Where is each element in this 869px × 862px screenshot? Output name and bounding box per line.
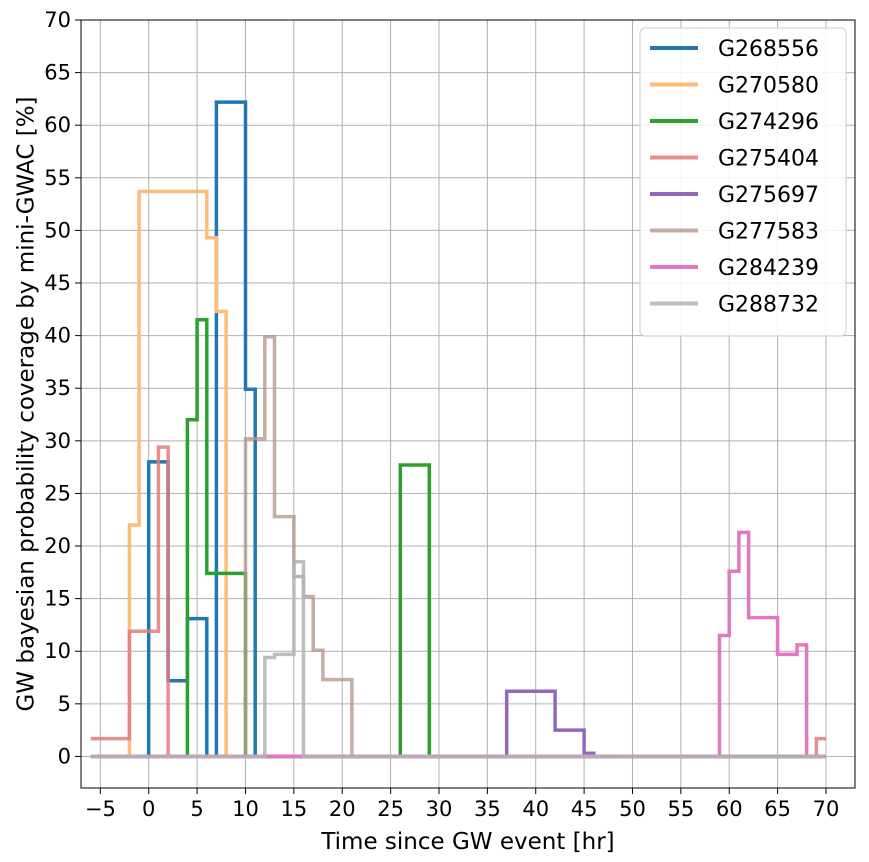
y-tick-label: 55 xyxy=(44,166,71,190)
series-line-g275404 xyxy=(90,445,826,759)
y-tick-label: 35 xyxy=(44,376,71,400)
y-tick-label: 30 xyxy=(44,429,71,453)
legend-label: G274296 xyxy=(718,110,819,135)
legend-label: G277583 xyxy=(718,220,819,245)
x-tick-label: 5 xyxy=(190,797,203,821)
x-tick-label: 60 xyxy=(716,797,743,821)
legend-label: G270580 xyxy=(718,74,819,99)
x-tick-label: 10 xyxy=(232,797,259,821)
y-tick-label: 70 xyxy=(44,8,71,32)
series-line-g274296 xyxy=(90,318,826,759)
y-tick-label: 0 xyxy=(58,744,71,768)
x-tick-label: 65 xyxy=(764,797,791,821)
plot-frame xyxy=(80,19,856,789)
y-tick-label: 5 xyxy=(58,692,71,716)
x-tick-label: −5 xyxy=(85,797,116,821)
legend-label: G268556 xyxy=(718,37,819,62)
y-tick-label: 60 xyxy=(44,113,71,137)
legend-box xyxy=(639,27,847,337)
y-tick-label: 10 xyxy=(44,639,71,663)
y-tick-label: 65 xyxy=(44,61,71,85)
x-tick-label: 70 xyxy=(813,797,840,821)
x-tick-label: 35 xyxy=(474,797,501,821)
y-tick-label: 50 xyxy=(44,218,71,242)
x-tick-label: 50 xyxy=(619,797,646,821)
x-tick-label: 55 xyxy=(667,797,694,821)
series-line-g277583 xyxy=(90,334,826,759)
x-tick-label: 30 xyxy=(426,797,453,821)
legend-label: G275404 xyxy=(718,147,819,172)
x-tick-label: 0 xyxy=(142,797,155,821)
legend-label: G288732 xyxy=(718,293,819,318)
series-line-g288732 xyxy=(90,560,826,759)
x-tick-label: 25 xyxy=(377,797,404,821)
legend: G268556 G270580 G274296 G275404 G275697 G2775… xyxy=(639,27,847,337)
y-tick-label: 25 xyxy=(44,481,71,505)
series-line-g270580 xyxy=(90,189,826,759)
legend-label: G275697 xyxy=(718,183,819,208)
y-tick-label: 40 xyxy=(44,324,71,348)
series-lines xyxy=(90,100,826,759)
x-tick-label: 15 xyxy=(280,797,307,821)
x-tick-label: 20 xyxy=(329,797,356,821)
y-tick-label: 15 xyxy=(44,587,71,611)
y-axis-label: GW bayesian probability coverage by mini… xyxy=(14,96,40,711)
legend-label: G284239 xyxy=(718,256,819,281)
axis-ticks: −5 0 5 10 15 20 25 30 35 40 45 50 55 60 65 70 0 5 10 15 20 25… xyxy=(44,8,839,821)
x-tick-label: 45 xyxy=(571,797,598,821)
series-line-g284239 xyxy=(90,530,826,759)
y-tick-label: 45 xyxy=(44,271,71,295)
x-axis-label: Time since GW event [hr] xyxy=(320,829,614,855)
series-line-g275697 xyxy=(90,689,826,759)
y-tick-label: 20 xyxy=(44,534,71,558)
x-tick-label: 40 xyxy=(522,797,549,821)
